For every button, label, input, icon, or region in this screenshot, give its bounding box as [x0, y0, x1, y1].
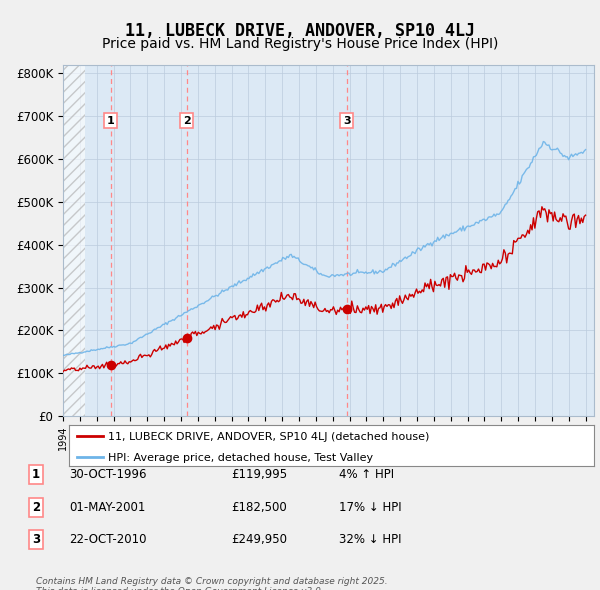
Text: 22-OCT-2010: 22-OCT-2010 — [69, 533, 146, 546]
Text: 30-OCT-1996: 30-OCT-1996 — [69, 468, 146, 481]
Text: £182,500: £182,500 — [231, 501, 287, 514]
Text: 2: 2 — [182, 116, 190, 126]
Text: 11, LUBECK DRIVE, ANDOVER, SP10 4LJ (detached house): 11, LUBECK DRIVE, ANDOVER, SP10 4LJ (det… — [109, 432, 430, 442]
Text: 01-MAY-2001: 01-MAY-2001 — [69, 501, 145, 514]
Text: HPI: Average price, detached house, Test Valley: HPI: Average price, detached house, Test… — [109, 453, 373, 463]
Text: 3: 3 — [32, 533, 40, 546]
Text: £249,950: £249,950 — [231, 533, 287, 546]
Text: £119,995: £119,995 — [231, 468, 287, 481]
Text: 4% ↑ HPI: 4% ↑ HPI — [339, 468, 394, 481]
Text: 32% ↓ HPI: 32% ↓ HPI — [339, 533, 401, 546]
Text: 2: 2 — [32, 501, 40, 514]
Text: 1: 1 — [107, 116, 115, 126]
Text: 3: 3 — [343, 116, 350, 126]
Text: Contains HM Land Registry data © Crown copyright and database right 2025.
This d: Contains HM Land Registry data © Crown c… — [36, 577, 388, 590]
Text: 17% ↓ HPI: 17% ↓ HPI — [339, 501, 401, 514]
Text: 1: 1 — [32, 468, 40, 481]
Text: Price paid vs. HM Land Registry's House Price Index (HPI): Price paid vs. HM Land Registry's House … — [102, 37, 498, 51]
Text: 11, LUBECK DRIVE, ANDOVER, SP10 4LJ: 11, LUBECK DRIVE, ANDOVER, SP10 4LJ — [125, 22, 475, 41]
